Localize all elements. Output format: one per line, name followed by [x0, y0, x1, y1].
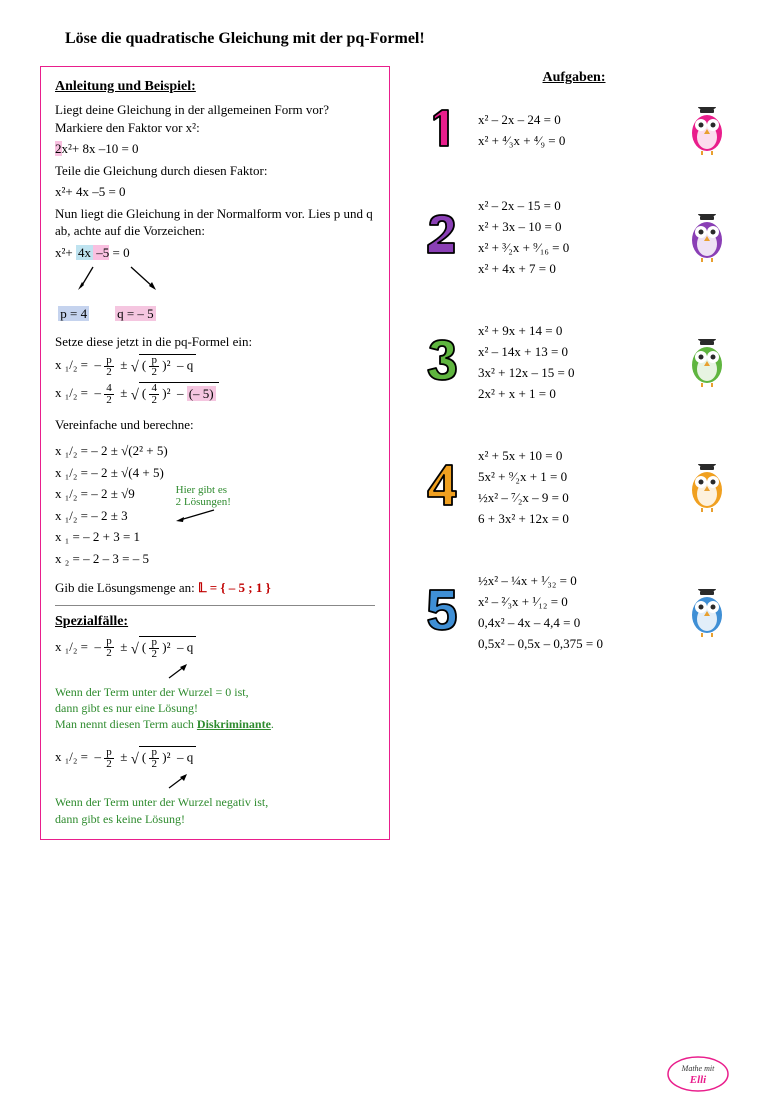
task-equation: 0,5x² – 0,5x – 0,375 = 0	[478, 636, 672, 652]
arrow-icon	[176, 508, 216, 522]
task-equation: x² + ⁴⁄₃x + ⁴⁄₉ = 0	[478, 133, 672, 149]
q-label: q = – 5	[115, 306, 156, 321]
pq-formula-generic: x ₁/₂ = – p2 ± √( p2 )² – q	[55, 354, 375, 378]
task-group: x² + 9x + 14 = 0 x² – 14x + 13 = 0 3x² + 1…	[420, 318, 728, 407]
task-equation: 6 + 3x² + 12x = 0	[478, 511, 672, 527]
task-number-icon	[420, 461, 464, 509]
q-highlight: –5	[93, 245, 109, 260]
tasks-container: x² – 2x – 24 = 0 x² + ⁴⁄₃x + ⁴⁄₉ = 0 x² –…	[420, 104, 728, 657]
task-group: x² + 5x + 10 = 0 5x² + ⁹⁄₂x + 1 = 0 ½x² – …	[420, 443, 728, 532]
task-equation: 2x² + x + 1 = 0	[478, 386, 672, 402]
special-note-1a: Wenn der Term unter der Wurzel = 0 ist,	[55, 684, 375, 700]
task-group: ½x² – ¼x + ¹⁄₃₂ = 0 x² – ²⁄₃x + ¹⁄₁₂ = 0 0…	[420, 568, 728, 657]
separator-line	[55, 605, 375, 606]
owl-decoration	[686, 339, 728, 387]
task-equations: x² + 5x + 10 = 0 5x² + ⁹⁄₂x + 1 = 0 ½x² – …	[478, 443, 672, 532]
simp-3: x ₁/₂ = – 2 ± √9	[55, 485, 168, 503]
task-number-icon	[420, 211, 464, 259]
special-formula-1: x ₁/₂ = – p2 ± √( p2 )² – q	[55, 636, 375, 660]
task-equations: ½x² – ¼x + ¹⁄₃₂ = 0 x² – ²⁄₃x + ¹⁄₁₂ = 0 0…	[478, 568, 672, 657]
task-number-icon	[420, 104, 464, 152]
tasks-heading: Aufgaben:	[420, 70, 728, 86]
simp-6: x ₂ = – 2 – 3 = – 5	[55, 550, 168, 568]
svg-text:Elli: Elli	[689, 1074, 707, 1086]
task-group: x² – 2x – 24 = 0 x² + ⁴⁄₃x + ⁴⁄₉ = 0	[420, 104, 728, 157]
intro-text-1: Liegt deine Gleichung in der allgemeinen…	[55, 101, 375, 136]
task-equations: x² + 9x + 14 = 0 x² – 14x + 13 = 0 3x² + 1…	[478, 318, 672, 407]
task-equation: 0,4x² – 4x – 4,4 = 0	[478, 615, 672, 631]
simplification-block: x ₁/₂ = – 2 ± √(2² + 5) x ₁/₂ = – 2 ± √(…	[55, 438, 375, 571]
task-equation: x² + 3x – 10 = 0	[478, 219, 672, 235]
svg-text:Mathe mit: Mathe mit	[681, 1064, 715, 1073]
task-equation: x² + 5x + 10 = 0	[478, 448, 672, 464]
task-equation: ½x² – ¼x + ¹⁄₃₂ = 0	[478, 573, 672, 589]
task-equation: x² + 9x + 14 = 0	[478, 323, 672, 339]
owl-icon	[686, 214, 728, 262]
pq-formula-substituted: x ₁/₂ = – 42 ± √( 42 )² – (– 5)	[55, 382, 375, 406]
task-equation: x² – 14x + 13 = 0	[478, 344, 672, 360]
task-group: x² – 2x – 15 = 0 x² + 3x – 10 = 0 x² + ³⁄₂…	[420, 193, 728, 282]
equation-2: x²+ 4x –5 = 0	[55, 183, 375, 201]
arrows-p-q	[73, 265, 213, 293]
simp-4: x ₁/₂ = – 2 ± 3	[55, 507, 168, 525]
tasks-column: Aufgaben: x² – 2x – 24 = 0 x² + ⁴⁄₃x + ⁴⁄…	[420, 66, 728, 840]
equation-1: 2x²+ 8x –10 = 0	[55, 140, 375, 158]
special-formula-2: x ₁/₂ = – p2 ± √( p2 )² – q	[55, 746, 375, 770]
p-highlight: 4x	[76, 245, 93, 260]
task-equation: 5x² + ⁹⁄₂x + 1 = 0	[478, 469, 672, 485]
intro-text-5: Vereinfache und berechne:	[55, 416, 375, 434]
task-equations: x² – 2x – 24 = 0 x² + ⁴⁄₃x + ⁴⁄₉ = 0	[478, 107, 672, 154]
task-equation: 3x² + 12x – 15 = 0	[478, 365, 672, 381]
task-equations: x² – 2x – 15 = 0 x² + 3x – 10 = 0 x² + ³⁄₂…	[478, 193, 672, 282]
task-equation: x² – ²⁄₃x + ¹⁄₁₂ = 0	[478, 594, 672, 610]
intro-text-4: Setze diese jetzt in die pq-Formel ein:	[55, 333, 375, 351]
owl-icon	[686, 589, 728, 637]
instructions-heading: Anleitung und Beispiel:	[55, 79, 375, 95]
task-equation: x² – 2x – 15 = 0	[478, 198, 672, 214]
owl-icon	[686, 339, 728, 387]
worksheet-page: Löse die quadratische Gleichung mit der …	[0, 0, 768, 1109]
task-number	[420, 104, 464, 157]
task-equation: ½x² – ⁷⁄₂x – 9 = 0	[478, 490, 672, 506]
task-number-icon	[420, 586, 464, 634]
solutions-note: Hier gibt es 2 Lösungen!	[176, 484, 231, 525]
two-column-layout: Anleitung und Beispiel: Liegt deine Glei…	[40, 66, 728, 840]
simp-5: x ₁ = – 2 + 3 = 1	[55, 528, 168, 546]
special-note-2a: Wenn der Term unter der Wurzel negativ i…	[55, 794, 375, 810]
simp-2: x ₁/₂ = – 2 ± √(4 + 5)	[55, 464, 168, 482]
task-number	[420, 336, 464, 389]
special-cases-heading: Spezialfälle:	[55, 614, 375, 630]
owl-icon	[686, 107, 728, 155]
discriminant-term: Diskriminante	[197, 717, 271, 731]
owl-decoration	[686, 464, 728, 512]
task-equation: x² + 4x + 7 = 0	[478, 261, 672, 277]
task-number-icon	[420, 336, 464, 384]
intro-text-3: Nun liegt die Gleichung in der Normalfor…	[55, 205, 375, 240]
solution-set-line: Gib die Lösungsmenge an: 𝕃 = { – 5 ; 1 }	[55, 579, 375, 597]
solution-set: 𝕃 = { – 5 ; 1 }	[198, 580, 271, 595]
page-title: Löse die quadratische Gleichung mit der …	[65, 30, 728, 48]
simp-1: x ₁/₂ = – 2 ± √(2² + 5)	[55, 442, 168, 460]
p-q-labels: p = 4 q = – 5	[55, 305, 375, 323]
owl-icon	[686, 464, 728, 512]
instructions-box: Anleitung und Beispiel: Liegt deine Glei…	[40, 66, 390, 840]
owl-decoration	[686, 589, 728, 637]
task-number	[420, 211, 464, 264]
task-number	[420, 586, 464, 639]
owl-decoration	[686, 214, 728, 262]
arrow-up-1	[165, 664, 285, 680]
special-note-2b: dann gibt es keine Lösung!	[55, 811, 375, 827]
equation-3: x²+ 4x –5 = 0	[55, 244, 375, 262]
task-number	[420, 461, 464, 514]
p-label: p = 4	[58, 306, 89, 321]
task-equation: x² – 2x – 24 = 0	[478, 112, 672, 128]
special-note-1c: Man nennt diesen Term auch Diskriminante…	[55, 716, 375, 732]
arrow-up-2	[165, 774, 285, 790]
special-note-1b: dann gibt es nur eine Lösung!	[55, 700, 375, 716]
mathe-mit-elli-logo: Mathe mit Elli	[666, 1055, 730, 1093]
task-equation: x² + ³⁄₂x + ⁹⁄₁₆ = 0	[478, 240, 672, 256]
intro-text-2: Teile die Gleichung durch diesen Faktor:	[55, 162, 375, 180]
owl-decoration	[686, 107, 728, 155]
